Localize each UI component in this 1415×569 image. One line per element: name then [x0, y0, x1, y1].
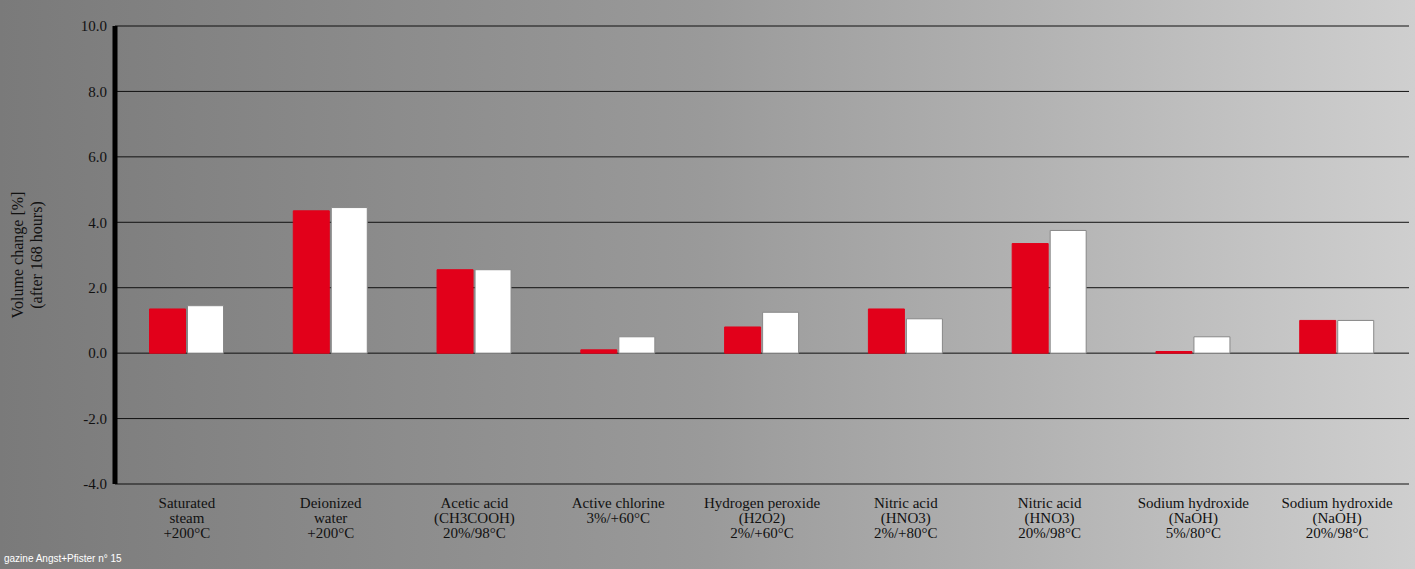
- svg-text:0.0: 0.0: [88, 345, 107, 361]
- svg-text:Hydrogen peroxide(H2O2)2%/+60°: Hydrogen peroxide(H2O2)2%/+60°C: [704, 495, 821, 541]
- svg-text:Sodium hydroxide(NaOH)20%/98°C: Sodium hydroxide(NaOH)20%/98°C: [1281, 495, 1393, 541]
- svg-text:10.0: 10.0: [81, 18, 107, 34]
- svg-text:Active chlorine3%/+60°C: Active chlorine3%/+60°C: [572, 495, 665, 526]
- html-text:(after 168 hours): (after 168 hours): [28, 201, 45, 309]
- svg-text:Nitric acid(HNO3)2%/+80°C: Nitric acid(HNO3)2%/+80°C: [874, 495, 938, 541]
- svg-text:-4.0: -4.0: [83, 476, 107, 492]
- svg-text:8.0: 8.0: [88, 84, 107, 100]
- svg-text:Nitric acid(HNO3)20%/98°C: Nitric acid(HNO3)20%/98°C: [1018, 495, 1082, 541]
- svg-text:Sodium hydroxide(NaOH)5%/80°C: Sodium hydroxide(NaOH)5%/80°C: [1138, 495, 1250, 541]
- html-text:gazine Angst+Pfister n° 15: gazine Angst+Pfister n° 15: [4, 553, 122, 564]
- svg-text:Saturatedsteam+200°C: Saturatedsteam+200°C: [159, 495, 216, 541]
- svg-text:4.0: 4.0: [88, 215, 107, 231]
- svg-text:6.0: 6.0: [88, 149, 107, 165]
- svg-text:Acetic acid(CH3COOH)20%/98°C: Acetic acid(CH3COOH)20%/98°C: [434, 495, 515, 541]
- html-text:Volume change [%]: Volume change [%]: [9, 191, 26, 319]
- svg-text:2.0: 2.0: [88, 280, 107, 296]
- svg-text:Deionizedwater+200°C: Deionizedwater+200°C: [300, 495, 362, 541]
- svg-text:-2.0: -2.0: [83, 411, 107, 427]
